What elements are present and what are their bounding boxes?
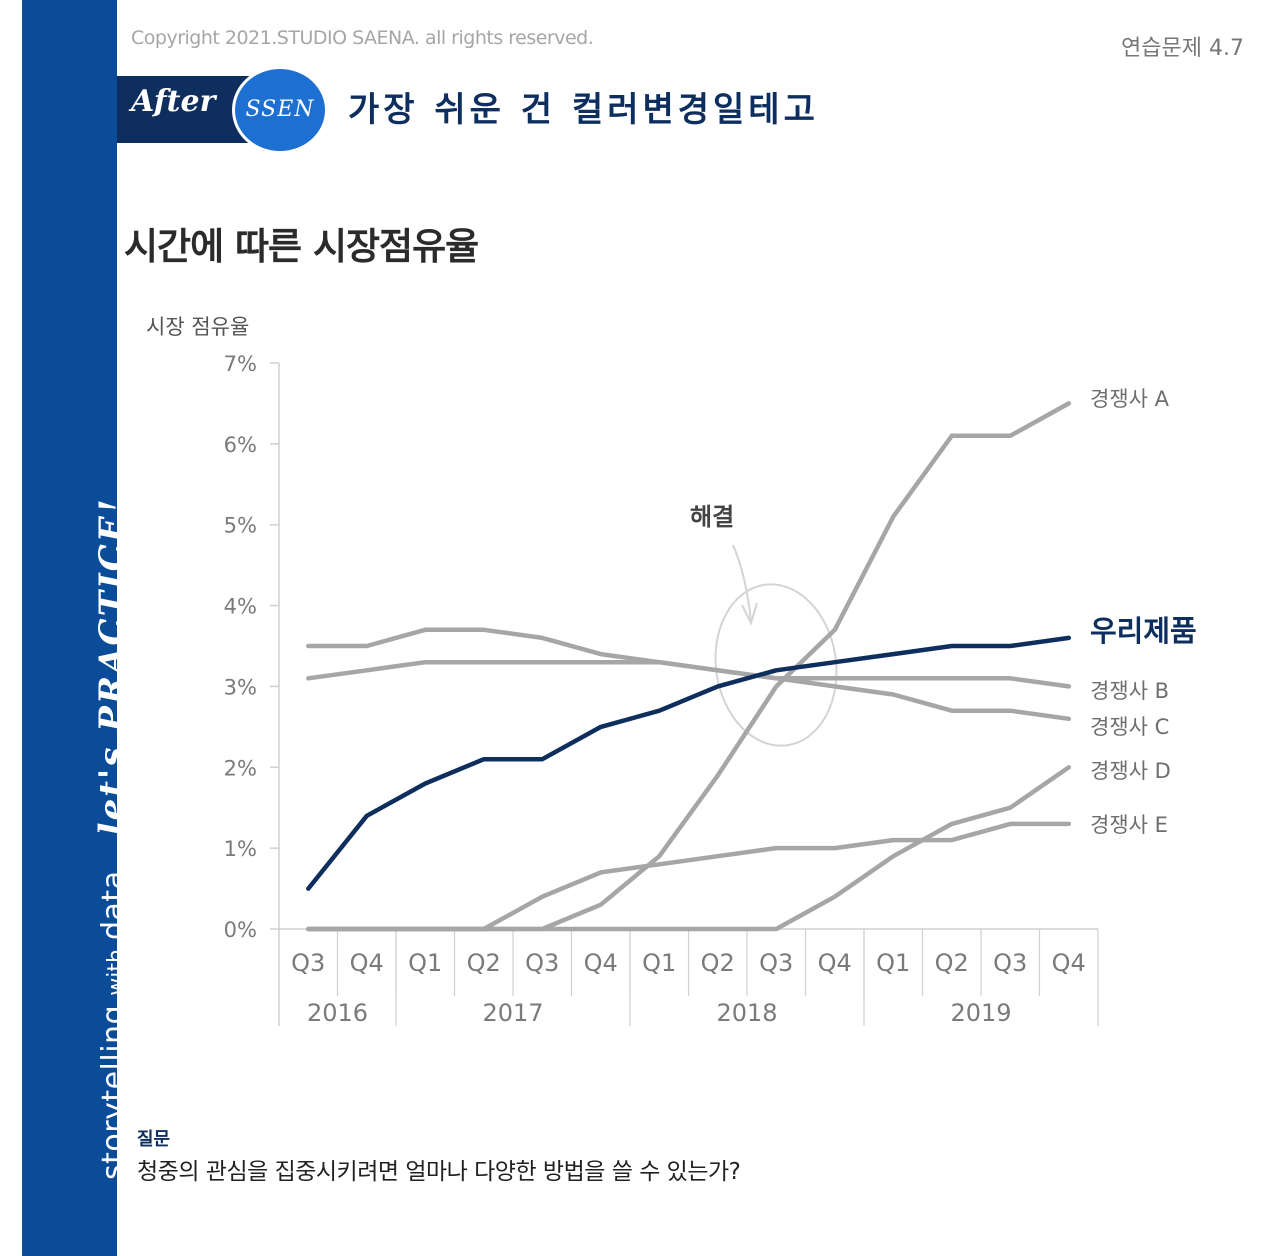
- quarter-label: Q3: [993, 949, 1027, 977]
- series-label: 경쟁사 B: [1090, 679, 1169, 703]
- y-tick-label: 1%: [224, 837, 257, 861]
- quarter-label: Q2: [701, 949, 735, 977]
- year-label: 2019: [950, 999, 1011, 1027]
- quarter-label: Q3: [759, 949, 793, 977]
- y-tick-label: 6%: [224, 433, 257, 457]
- series-line: [306, 821, 1072, 932]
- chart-title: 시간에 따른 시장점유율: [124, 225, 479, 268]
- quarter-label: Q3: [525, 949, 559, 977]
- y-tick-label: 3%: [224, 675, 257, 699]
- sidebar-band: storytelling with data let's PRACTICE!: [22, 0, 132, 1256]
- annotation-circle: [714, 583, 838, 747]
- line-chart: 시장 점유율 해결 0% 1% 2% 3% 4% 5% 6% 7% 2016 2017 2018 20…: [146, 315, 1197, 1027]
- after-label: After: [131, 84, 216, 119]
- y-tick-label: 0%: [224, 918, 257, 942]
- series-label: 경쟁사 E: [1090, 813, 1168, 837]
- quarter-label: Q2: [935, 949, 969, 977]
- series-line: [306, 627, 1072, 722]
- y-tick-label: 5%: [224, 514, 257, 538]
- quarter-label: Q4: [350, 949, 384, 977]
- question-label: 질문: [137, 1129, 171, 1150]
- annotation-arrowhead: [741, 602, 758, 626]
- quarter-label: Q2: [467, 949, 501, 977]
- headline: 가장 쉬운 건 컬러변경일테고: [348, 90, 819, 130]
- quarter-label: Q1: [876, 949, 910, 977]
- series-line-highlight: [306, 635, 1072, 891]
- quarter-label: Q4: [584, 949, 618, 977]
- y-tick-label: 7%: [224, 352, 257, 376]
- series-label: 우리제품: [1090, 614, 1197, 648]
- annotation-label: 해결: [690, 503, 734, 531]
- question-text: 청중의 관심을 집중시키려면 얼마나 다양한 방법을 쓸 수 있는가?: [137, 1159, 741, 1185]
- quarter-label: Q4: [1052, 949, 1086, 977]
- annotation-arrow: [732, 544, 752, 622]
- year-label: 2017: [482, 999, 543, 1027]
- quarter-label: Q1: [408, 949, 442, 977]
- quarter-label: Q3: [291, 949, 325, 977]
- quarter-label: Q1: [642, 949, 676, 977]
- y-axis-label: 시장 점유율: [146, 315, 249, 339]
- series-label: 경쟁사 C: [1090, 715, 1169, 739]
- quarter-label: Q4: [818, 949, 852, 977]
- exercise-number: 연습문제 4.7: [1121, 36, 1244, 61]
- series-label: 경쟁사 D: [1090, 759, 1171, 783]
- year-label: 2016: [307, 999, 368, 1027]
- ssen-badge: SSEN: [232, 66, 328, 154]
- y-tick-label: 2%: [224, 756, 257, 780]
- series-line: [306, 765, 1072, 932]
- series-label: 경쟁사 A: [1090, 387, 1170, 411]
- year-label: 2018: [716, 999, 777, 1027]
- y-tick-label: 4%: [224, 595, 257, 619]
- copyright-notice: Copyright 2021.STUDIO SAENA. all rights …: [131, 27, 594, 49]
